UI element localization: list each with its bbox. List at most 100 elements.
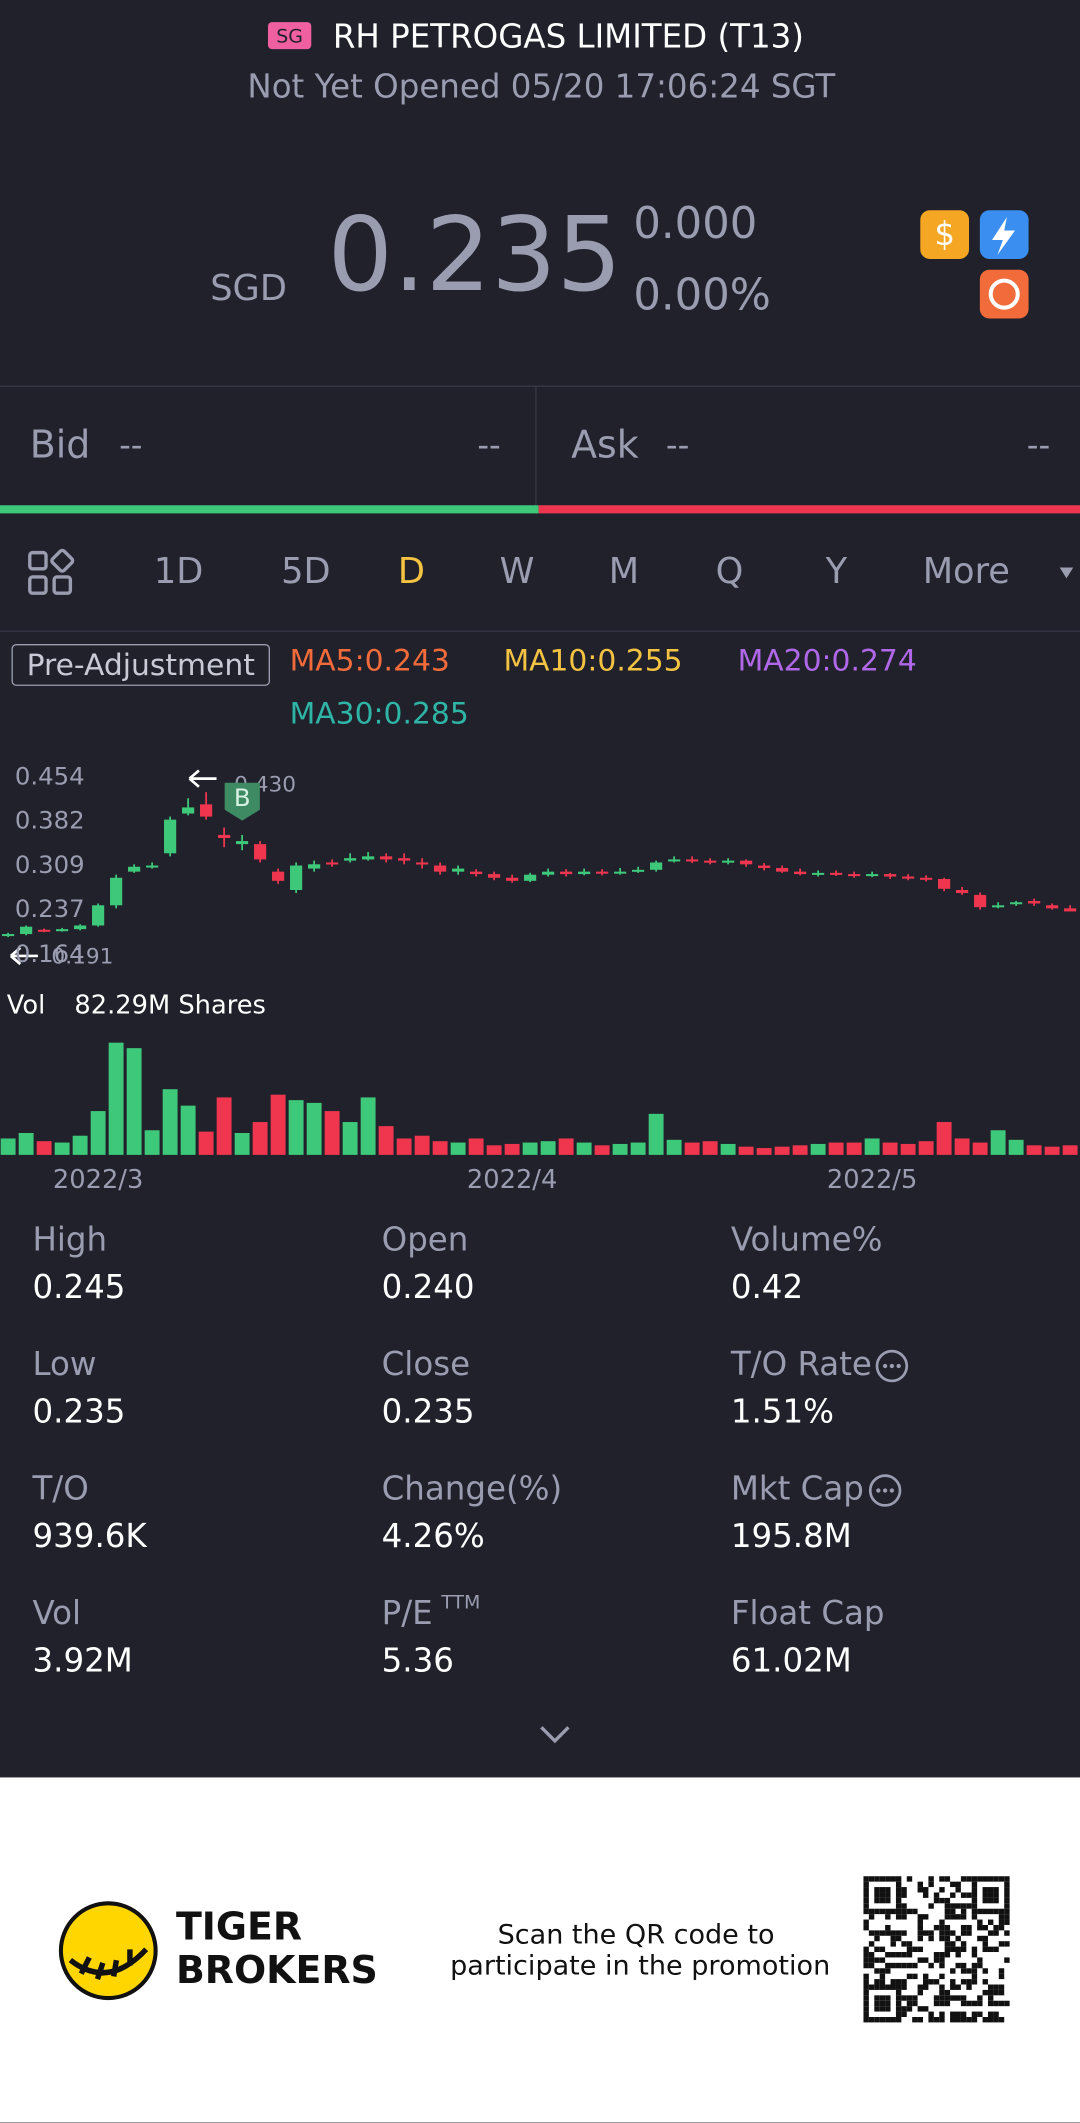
qr-module (987, 1930, 994, 1936)
qr-module (895, 1914, 902, 1920)
qr-module (944, 1914, 951, 1920)
qr-module (971, 1887, 978, 1893)
volume-bar (396, 1138, 412, 1155)
qr-module (960, 1941, 967, 1947)
qr-module (993, 1989, 999, 1996)
qr-module (960, 1995, 967, 2001)
candle-body (1010, 902, 1023, 905)
x-tick-label: 2022/4 (467, 1165, 557, 1195)
qr-module (906, 1952, 913, 1958)
ma-legend: MA20:0.274 (738, 644, 917, 679)
qr-module (890, 1941, 896, 1947)
expand-chevron[interactable] (540, 1726, 570, 1744)
qr-module (977, 1919, 983, 1925)
qr-module (944, 2000, 951, 2007)
volume-bar (828, 1142, 844, 1155)
volume-bar (414, 1135, 430, 1155)
qr-module (890, 1979, 896, 1985)
qr-module (944, 1897, 951, 1904)
volume-bar (666, 1139, 682, 1155)
qr-module (971, 1903, 978, 1909)
qr-module (982, 1876, 988, 1882)
qr-module (944, 1941, 951, 1947)
period-tab[interactable]: W (500, 551, 535, 592)
volume-bar (756, 1148, 772, 1155)
period-tab[interactable]: M (609, 551, 639, 592)
qr-module (879, 1876, 886, 1882)
qr-module (928, 1962, 934, 1969)
qr-module (950, 1892, 956, 1898)
stat-value: 195.8M (731, 1517, 852, 1555)
qr-module (982, 1924, 988, 1931)
qr-module (906, 2006, 913, 2012)
qr-module (874, 2006, 880, 2012)
info-icon[interactable] (875, 1349, 909, 1383)
qr-module (944, 1952, 951, 1958)
info-icon[interactable] (868, 1474, 902, 1507)
qr-module (863, 1946, 869, 1953)
buy-marker[interactable] (224, 782, 260, 821)
period-tab[interactable]: 5D (281, 551, 330, 592)
qr-module (982, 1897, 988, 1904)
qr-module (955, 2011, 961, 2017)
period-tab[interactable]: 1D (154, 551, 203, 592)
qr-module (928, 1979, 934, 1985)
qr-module (971, 2011, 978, 2017)
volume-bar (54, 1142, 70, 1155)
qr-module (868, 1941, 875, 1947)
price-change-pct: 0.00% (633, 271, 771, 321)
qr-module (939, 1995, 945, 2001)
info-dot (882, 1488, 888, 1493)
qr-module (863, 1957, 869, 1963)
bid-size: -- (477, 426, 500, 464)
volume-bar (774, 1146, 790, 1155)
period-tab[interactable]: Q (716, 551, 744, 592)
qr-module (960, 1914, 967, 1920)
info-dot (896, 1363, 901, 1369)
qr-module (863, 2016, 869, 2023)
period-tab[interactable]: D (398, 551, 425, 592)
qr-module (987, 1897, 994, 1904)
qr-module (906, 1973, 913, 1980)
dividend-icon[interactable] (920, 210, 970, 259)
candle-body (74, 925, 87, 930)
qr-module (868, 1952, 875, 1958)
qr-module (874, 1946, 880, 1953)
candle-body (200, 804, 213, 817)
qr-module (966, 1903, 972, 1909)
qr-module (944, 1989, 951, 1996)
qr-module (993, 1908, 999, 1915)
volume-bar (432, 1141, 448, 1155)
options-icon[interactable] (979, 269, 1029, 319)
qr-module (998, 2016, 1005, 2023)
qr-module (863, 1924, 869, 1931)
buy-marker-text: B (234, 783, 251, 812)
qr-module (874, 1968, 880, 1974)
qr-module (863, 1892, 869, 1898)
qr-module (933, 1892, 940, 1898)
pre-adjustment-box[interactable] (11, 643, 270, 686)
candle-body (92, 905, 105, 926)
flash-glyph (992, 216, 1016, 255)
qr-module (933, 1995, 940, 2001)
qr-module (939, 1935, 945, 1942)
period-tab[interactable]: More (923, 551, 1010, 592)
qr-module (885, 1995, 891, 2001)
period-tab[interactable]: Y (825, 551, 848, 592)
qr-module (950, 2011, 956, 2017)
qr-module (917, 1989, 924, 1996)
qr-module (998, 1941, 1005, 1947)
qr-module (993, 1892, 999, 1898)
qr-module (950, 1995, 956, 2001)
y-tick-label: 0.309 (15, 850, 85, 879)
candle-body (650, 862, 663, 870)
info-dot (876, 1488, 881, 1493)
candle-body (758, 865, 771, 868)
x-tick-label: 2022/3 (53, 1165, 143, 1195)
qr-module (944, 1935, 951, 1942)
volume-total: 82.29M Shares (74, 991, 266, 1021)
layout-icon[interactable] (28, 548, 75, 595)
qr-module (939, 1984, 945, 1990)
qr-module (874, 1979, 880, 1985)
bid-bar (0, 505, 539, 514)
